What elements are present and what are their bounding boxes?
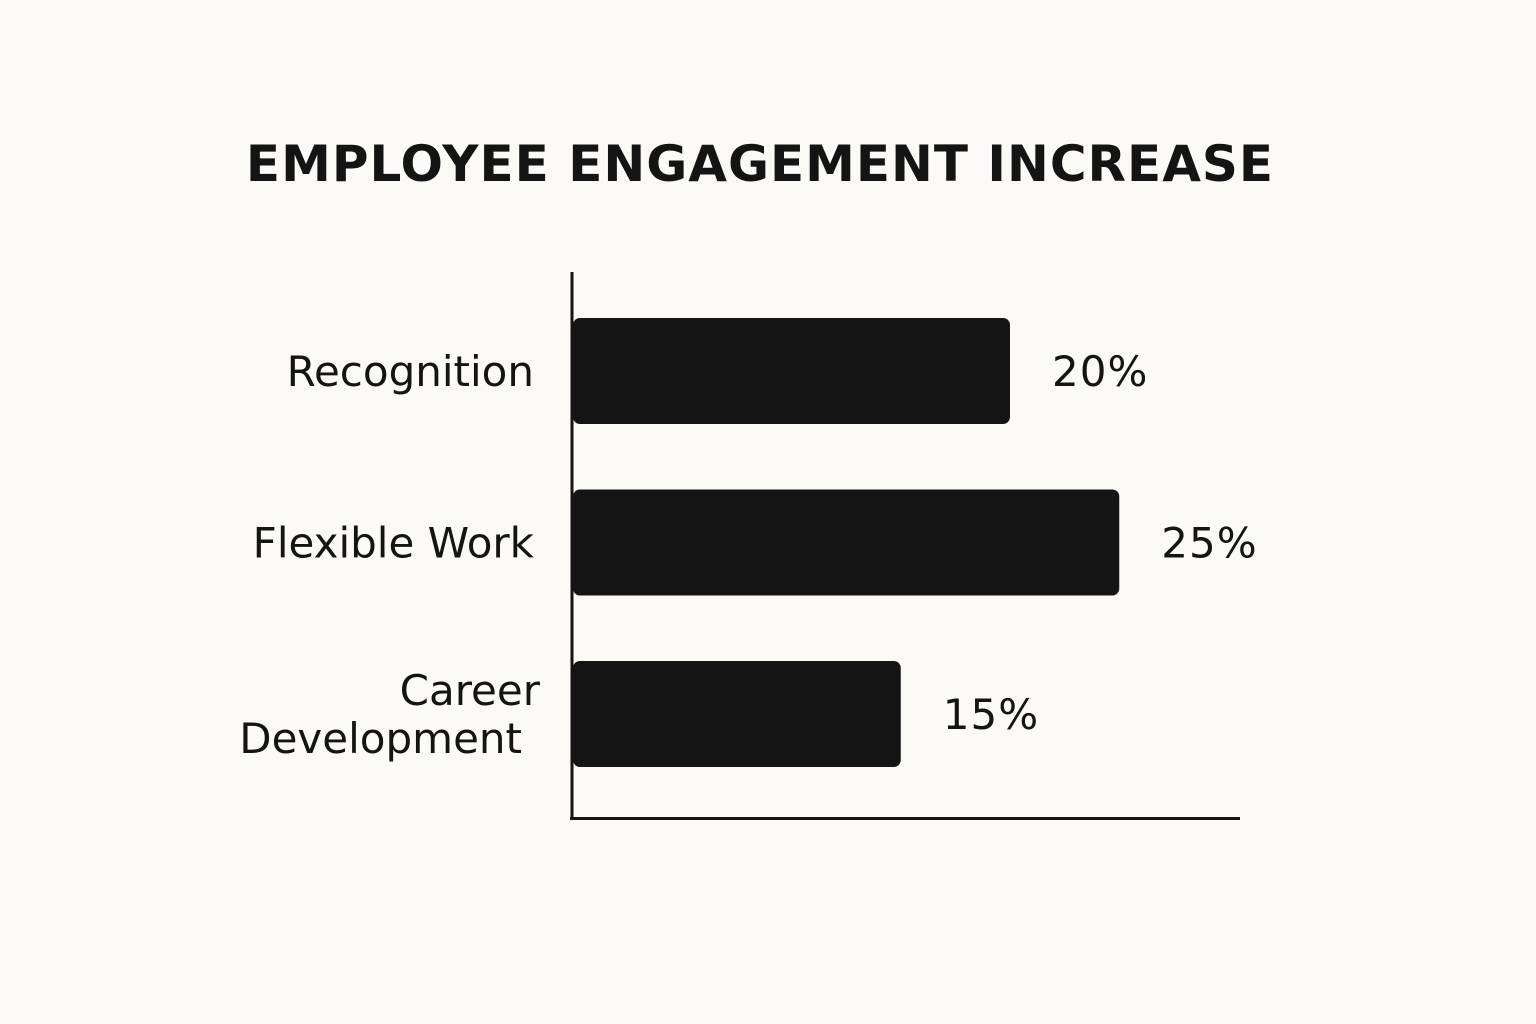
bar: [573, 489, 1120, 596]
category-label: Flexible Work: [253, 519, 535, 568]
bars-layer: Recognition 20% Flexible Work 25% Career Deve…: [239, 318, 1257, 767]
category-label: Career Development: [239, 666, 540, 763]
value-label: 25%: [1161, 519, 1257, 568]
value-label: 15%: [943, 690, 1039, 739]
bar: [573, 318, 1010, 424]
category-label: Recognition: [287, 347, 534, 396]
chart-title: EMPLOYEE ENGAGEMENT INCREASE: [246, 135, 1274, 193]
value-label: 20%: [1052, 347, 1148, 396]
bar: [573, 661, 901, 767]
